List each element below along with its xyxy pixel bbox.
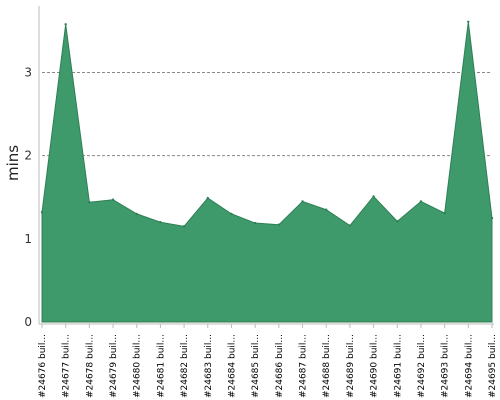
- y-tick-label: 0: [24, 315, 32, 329]
- y-tick-label: 1: [24, 232, 32, 246]
- x-tick-label: #24681 buil...: [156, 334, 166, 398]
- x-tick-label: #24694 buil...: [464, 334, 474, 398]
- y-tick-label: 2: [24, 149, 32, 163]
- data-point: [253, 221, 257, 225]
- data-point: [396, 220, 399, 223]
- data-point: [88, 201, 91, 204]
- data-point: [159, 221, 162, 224]
- x-tick-label: #24678 buil...: [85, 334, 95, 398]
- data-point: [467, 20, 470, 23]
- x-tick-label: #24692 buil...: [417, 334, 427, 398]
- data-point: [419, 200, 423, 203]
- x-tick-label: #24688 buil...: [322, 334, 332, 398]
- area-series: [41, 21, 493, 323]
- data-point: [301, 200, 304, 203]
- data-point: [206, 196, 209, 200]
- x-tick-label: #24677 buil...: [62, 334, 72, 398]
- x-tick-label: #24693 buil...: [441, 334, 451, 398]
- x-tick-label: #24679 buil...: [109, 334, 119, 398]
- x-tick-label: #24683 buil...: [204, 334, 214, 398]
- data-point: [372, 195, 375, 198]
- y-axis: 0 1 2 3: [24, 6, 40, 329]
- x-tick-label: #24690 buil...: [370, 334, 380, 398]
- x-tick-label: #24685 buil...: [251, 334, 261, 398]
- x-tick-label: #24691 buil...: [393, 334, 403, 398]
- x-tick-label: #24689 buil...: [346, 334, 356, 398]
- x-tick-label: #24680 buil...: [133, 334, 143, 398]
- x-tick-label: #24695 buil...: [488, 334, 498, 398]
- x-tick-label: #24676 buil...: [38, 334, 48, 398]
- y-axis-title: mins: [4, 145, 22, 181]
- data-point: [348, 224, 352, 227]
- x-tick-label: #24682 buil...: [180, 334, 190, 398]
- data-point: [40, 211, 44, 214]
- x-tick-label: #24684 buil...: [227, 334, 237, 398]
- data-point: [443, 211, 446, 215]
- data-point: [230, 212, 233, 216]
- x-tick-label: #24686 buil...: [275, 334, 285, 398]
- data-point: [277, 223, 281, 226]
- data-point: [490, 216, 494, 220]
- data-point: [111, 198, 115, 201]
- x-axis: #24676 buil... #24677 buil... #24678 buil.…: [38, 323, 498, 398]
- data-point: [64, 23, 67, 26]
- y-tick-label: 3: [24, 66, 32, 80]
- x-tick-label: #24687 buil...: [299, 334, 309, 398]
- data-point: [135, 212, 138, 216]
- data-point: [325, 208, 328, 211]
- data-point: [182, 225, 186, 228]
